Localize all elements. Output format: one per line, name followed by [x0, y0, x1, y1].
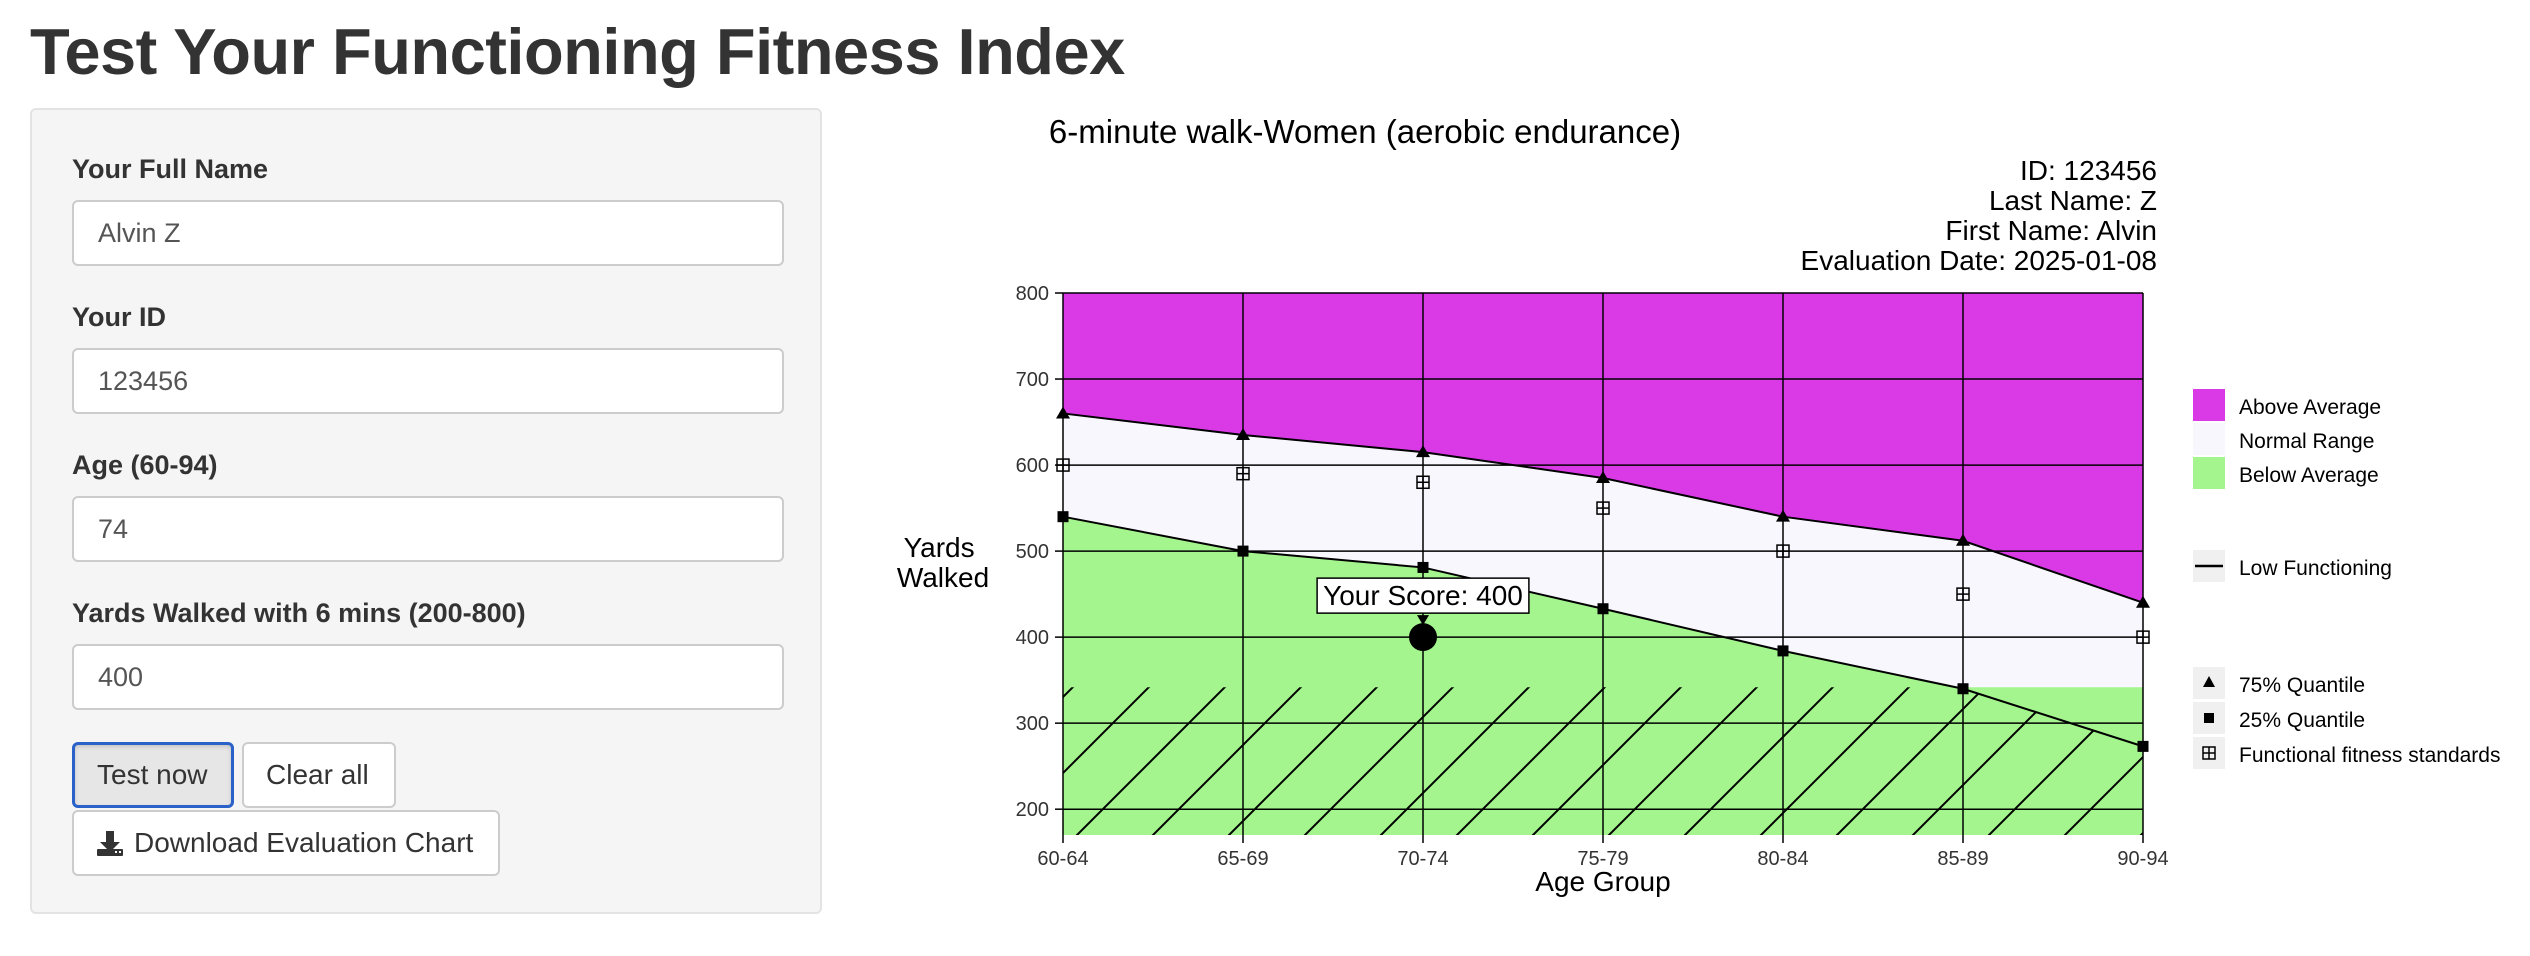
y-tick-label-300: 300 — [1016, 713, 1049, 735]
age-label: Age (60-94) — [72, 450, 218, 480]
legend-swatch-above — [2193, 389, 2225, 421]
input-panel: Your Full Name Your ID Age (60-94) Yards… — [30, 108, 822, 914]
plot-area: Your Score: 400 — [1056, 292, 2150, 835]
legend-swatch-normal — [2193, 423, 2225, 455]
x-tick-label-75-79: 75-79 — [1577, 848, 1628, 870]
marker-q25-85-89 — [1957, 683, 1969, 695]
legend-above: Above Average — [2239, 396, 2381, 419]
id-label: Your ID — [72, 302, 166, 332]
legend-swatch-standards — [2202, 746, 2216, 760]
axes: 200 300 400 500 600 700 800 60-64 65-69 70-74 75-7… — [1016, 283, 2169, 870]
x-tick-label-85-89: 85-89 — [1937, 848, 1988, 870]
marker-q75-85-89 — [1956, 533, 1970, 546]
marker-q75-75-79 — [1596, 470, 1610, 483]
marker-q25-70-74 — [1417, 561, 1429, 573]
marker-q25-60-64 — [1057, 511, 1069, 523]
score-point — [1409, 623, 1437, 652]
test-now-button[interactable]: Test now — [72, 742, 234, 808]
x-tick-label-80-84: 80-84 — [1757, 848, 1808, 870]
legend-q25: 25% Quantile — [2239, 709, 2365, 732]
y-axis-label: Yards Walked — [897, 532, 989, 593]
y-tick-label-800: 800 — [1016, 283, 1049, 305]
legend-below: Below Average — [2239, 464, 2379, 487]
id-input[interactable] — [72, 348, 784, 414]
info-evaluation-date: Evaluation Date: 2025-01-08 — [1801, 245, 2157, 276]
marker-q75-65-69 — [1236, 427, 1250, 440]
legend-low: Low Functioning — [2239, 557, 2392, 580]
full-name-label: Your Full Name — [72, 154, 269, 184]
marker-standard-65-69 — [1236, 466, 1250, 481]
legend-swatch-q75 — [2203, 676, 2215, 687]
marker-standard-85-89 — [1956, 587, 1970, 601]
marker-q75-80-84 — [1776, 509, 1790, 522]
y-axis-label-line1: Yards — [904, 532, 975, 563]
info-id: ID: 123456 — [2020, 155, 2157, 186]
score-label-box — [1316, 577, 1530, 614]
score-pointer — [1417, 615, 1429, 626]
download-chart-button[interactable]: Download Evaluation Chart — [72, 810, 500, 876]
legend-swatch-q25 — [2204, 713, 2214, 723]
full-name-input[interactable] — [72, 200, 784, 266]
marker-q75-70-74 — [1416, 445, 1430, 458]
x-tick-label-70-74: 70-74 — [1397, 848, 1448, 870]
test-now-label: Test now — [97, 759, 208, 790]
marker-standard-90-94 — [2136, 630, 2150, 644]
age-input[interactable] — [72, 496, 784, 562]
page-title: Test Your Functioning Fitness Index — [30, 15, 1125, 88]
info-last-name: Last Name: Z — [1989, 185, 2157, 216]
yards-label: Yards Walked with 6 mins (200-800) — [72, 598, 526, 628]
score-label: Your Score: 400 — [1323, 580, 1523, 611]
marker-q75-90-94 — [2136, 595, 2150, 608]
chart-legend: Above Average Normal Range Below Average… — [2193, 389, 2500, 769]
y-tick-label-400: 400 — [1016, 627, 1049, 649]
marker-q75-60-64 — [1056, 406, 1070, 419]
y-tick-label-200: 200 — [1016, 799, 1049, 821]
legend-normal: Normal Range — [2239, 430, 2374, 453]
marker-q25-80-84 — [1777, 645, 1789, 657]
marker-q25-90-94 — [2137, 740, 2149, 752]
x-tick-label-90-94: 90-94 — [2117, 848, 2168, 870]
marker-standard-80-84 — [1776, 544, 1790, 558]
download-chart-label: Download Evaluation Chart — [134, 827, 474, 858]
marker-q25-75-79 — [1597, 603, 1609, 615]
legend-q75: 75% Quantile — [2239, 674, 2365, 697]
clear-all-label: Clear all — [266, 759, 369, 790]
y-tick-label-500: 500 — [1016, 541, 1049, 563]
x-axis-label: Age Group — [1535, 866, 1670, 897]
download-icon — [97, 831, 123, 856]
x-tick-label-60-64: 60-64 — [1037, 848, 1088, 870]
legend-swatch-below — [2193, 457, 2225, 489]
marker-standard-70-74 — [1416, 475, 1430, 490]
x-tick-label-65-69: 65-69 — [1217, 848, 1268, 870]
y-tick-label-600: 600 — [1016, 455, 1049, 477]
marker-q25-65-69 — [1237, 545, 1249, 557]
clear-all-button[interactable]: Clear all — [242, 742, 396, 808]
legend-standards: Functional fitness standards — [2239, 744, 2500, 767]
yards-input[interactable] — [72, 644, 784, 710]
y-tick-label-700: 700 — [1016, 369, 1049, 391]
chart-title: 6-minute walk-Women (aerobic endurance) — [1049, 113, 1681, 150]
info-first-name: First Name: Alvin — [1945, 215, 2157, 246]
y-axis-label-line2: Walked — [897, 562, 989, 593]
evaluation-chart: 6-minute walk-Women (aerobic endurance) … — [897, 113, 2501, 897]
marker-standard-75-79 — [1596, 501, 1610, 515]
